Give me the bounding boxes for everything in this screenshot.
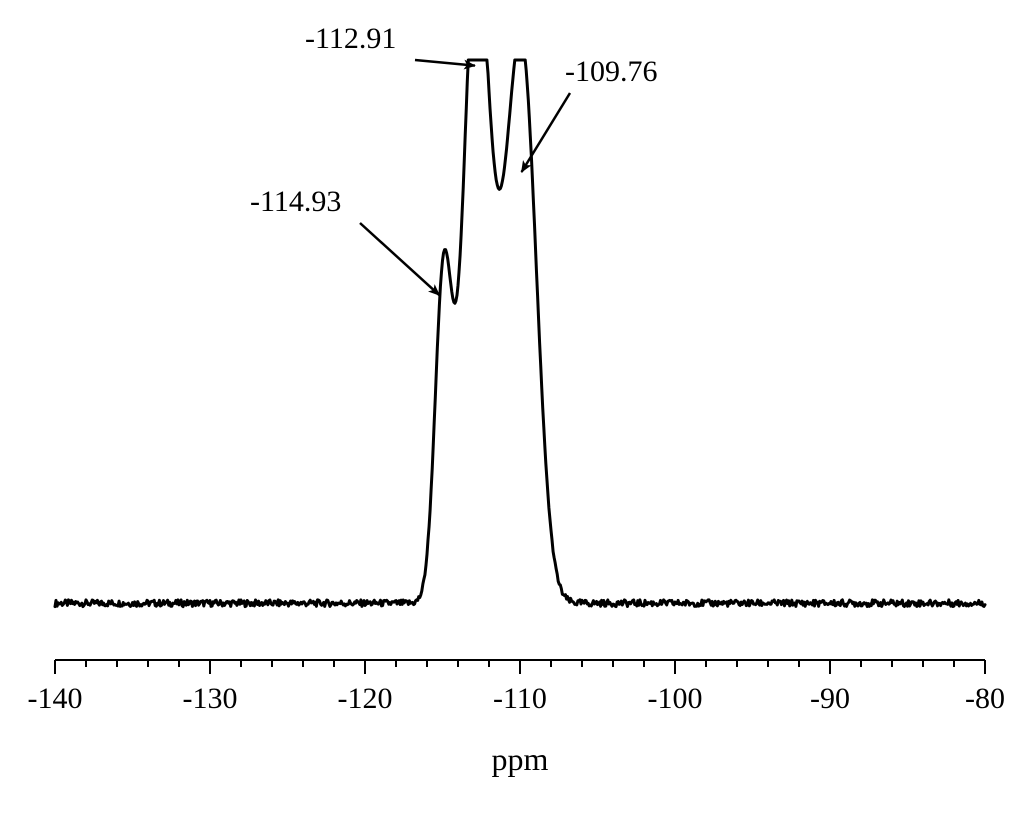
- svg-text:-120: -120: [338, 682, 393, 715]
- svg-text:-100: -100: [648, 682, 703, 715]
- peak-label-2: -112.91: [305, 22, 396, 56]
- peak-label-1: -114.93: [250, 185, 341, 219]
- peak-label-3: -109.76: [565, 55, 658, 89]
- svg-text:-80: -80: [965, 682, 1005, 715]
- svg-text:-110: -110: [493, 682, 547, 715]
- svg-text:-90: -90: [810, 682, 850, 715]
- spectrum-svg: -140 -130 -120 -110 -100 -90 -80 ppm: [0, 0, 1017, 821]
- svg-text:-140: -140: [28, 682, 83, 715]
- svg-text:ppm: ppm: [492, 741, 549, 777]
- svg-text:-130: -130: [183, 682, 238, 715]
- nmr-spectrum-chart: { "chart": { "type": "line", "background…: [0, 0, 1017, 821]
